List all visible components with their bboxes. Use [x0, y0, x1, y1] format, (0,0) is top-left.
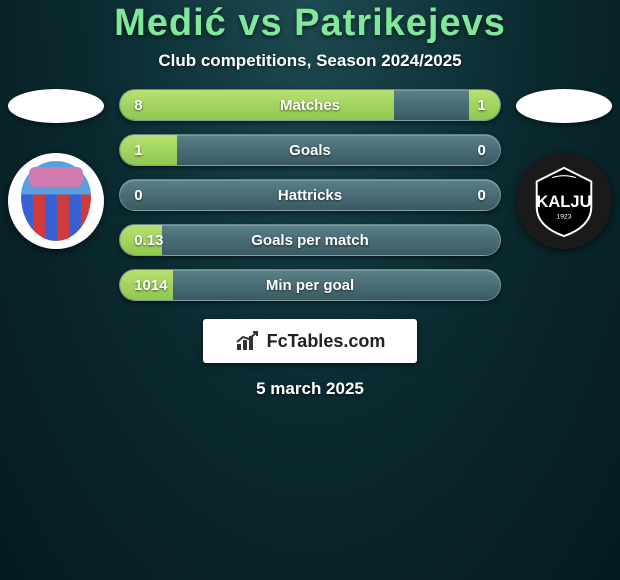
stat-label: Min per goal [120, 277, 500, 294]
paide-badge-icon [21, 161, 91, 241]
stat-row: 1Goals0 [119, 134, 501, 166]
date-text: 5 march 2025 [256, 379, 364, 399]
stat-value-right: 1 [477, 97, 485, 114]
stat-value-right: 0 [477, 142, 485, 159]
stat-label: Matches [120, 97, 500, 114]
stat-row: 0Hattricks0 [119, 179, 501, 211]
comparison-card: Medić vs Patrikejevs Club competitions, … [0, 0, 620, 399]
club-badge-right: KALJU 1923 [516, 153, 612, 249]
stat-label: Goals per match [120, 232, 500, 249]
club-badge-left [8, 153, 104, 249]
page-subtitle: Club competitions, Season 2024/2025 [158, 51, 461, 71]
stat-label: Hattricks [120, 187, 500, 204]
stat-row: 8Matches1 [119, 89, 501, 121]
svg-text:1923: 1923 [557, 214, 572, 221]
stat-value-right: 0 [477, 187, 485, 204]
brand-badge[interactable]: FcTables.com [203, 319, 417, 363]
player-left-col [0, 89, 111, 249]
chart-icon [235, 330, 261, 352]
player-right-col: KALJU 1923 [509, 89, 620, 249]
svg-text:KALJU: KALJU [537, 192, 592, 211]
stat-label: Goals [120, 142, 500, 159]
stats-column: 8Matches11Goals00Hattricks00.13Goals per… [119, 89, 501, 301]
stat-row: 1014Min per goal [119, 269, 501, 301]
flag-left-icon [8, 89, 104, 123]
stat-row: 0.13Goals per match [119, 224, 501, 256]
flag-right-icon [516, 89, 612, 123]
brand-text: FcTables.com [267, 331, 386, 352]
main-row: 8Matches11Goals00Hattricks00.13Goals per… [0, 89, 620, 301]
page-title: Medić vs Patrikejevs [114, 2, 506, 45]
kalju-badge-icon: KALJU 1923 [525, 162, 603, 240]
